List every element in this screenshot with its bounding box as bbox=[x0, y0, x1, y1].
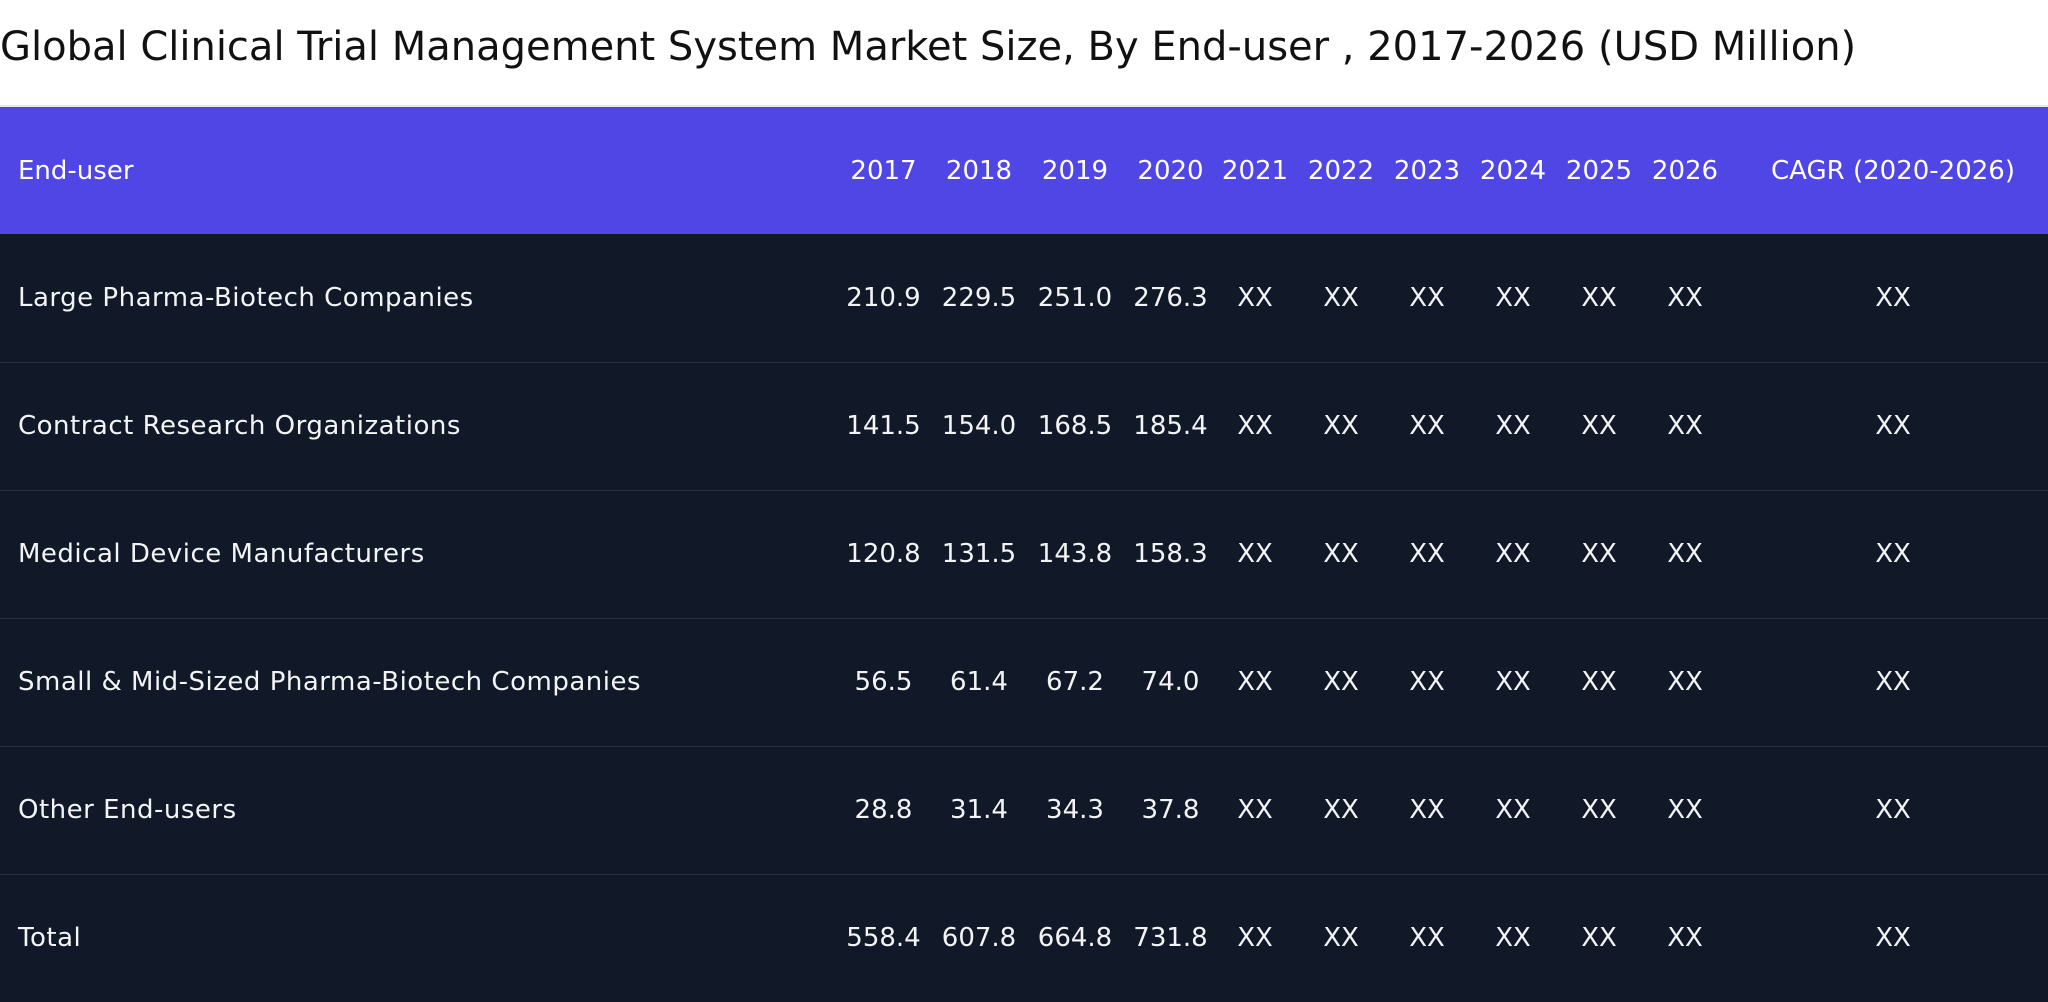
table-cell: XX bbox=[1875, 923, 1911, 954]
table-cell: XX bbox=[1667, 282, 1703, 313]
table-cell: XX bbox=[1237, 923, 1273, 954]
column-header: 2020 bbox=[1137, 155, 1204, 186]
table-cell: XX bbox=[1581, 667, 1617, 697]
table-cell: 276.3 bbox=[1133, 282, 1208, 313]
table-cell: 56.5 bbox=[854, 667, 913, 697]
table-cell: XX bbox=[1237, 539, 1273, 569]
column-header: 2022 bbox=[1307, 155, 1375, 186]
table-cell: XX bbox=[1237, 667, 1273, 697]
table-cell: 558.4 bbox=[846, 923, 921, 954]
table-row: Large Pharma-Biotech Companies 210.9 229.5… bbox=[0, 234, 2048, 362]
column-header: 2025 bbox=[1565, 155, 1633, 186]
table-cell: XX bbox=[1495, 923, 1531, 954]
row-label: Other End-users bbox=[18, 795, 237, 825]
table-cell: 74.0 bbox=[1141, 667, 1200, 697]
table-cell: XX bbox=[1581, 411, 1617, 441]
table-cell: XX bbox=[1495, 411, 1531, 441]
table-cell: XX bbox=[1409, 923, 1445, 954]
table-cell: XX bbox=[1667, 667, 1703, 697]
table-row: Medical Device Manufacturers 120.8 131.5 14… bbox=[0, 490, 2048, 618]
table-cell: XX bbox=[1237, 411, 1273, 441]
table-cell: XX bbox=[1237, 282, 1273, 313]
table-cell: XX bbox=[1581, 923, 1617, 954]
table-cell: 251.0 bbox=[1037, 282, 1113, 313]
table-cell: 154.0 bbox=[941, 411, 1017, 441]
row-label: Total bbox=[18, 923, 82, 954]
table-cell: 28.8 bbox=[854, 795, 913, 825]
page-title: Global Clinical Trial Management System … bbox=[0, 0, 2048, 107]
table-cell: XX bbox=[1495, 282, 1531, 313]
table-cell: XX bbox=[1667, 539, 1703, 569]
table-cell: 61.4 bbox=[950, 667, 1008, 697]
column-header: 2018 bbox=[945, 155, 1013, 186]
column-header: 2024 bbox=[1479, 155, 1547, 186]
table-cell: XX bbox=[1495, 539, 1531, 569]
table-cell: 168.5 bbox=[1037, 411, 1113, 441]
table-header-row: End-user 2017 2018 2019 2020 2021 2022 2023 2024… bbox=[0, 107, 2048, 234]
table-cell: XX bbox=[1581, 795, 1617, 825]
row-label: Small & Mid-Sized Pharma-Biotech Compani… bbox=[18, 667, 641, 697]
table-cell: 229.5 bbox=[941, 282, 1017, 313]
table-cell: XX bbox=[1409, 282, 1445, 313]
row-label: Medical Device Manufacturers bbox=[18, 539, 425, 569]
table-cell: XX bbox=[1667, 795, 1703, 825]
table-cell: XX bbox=[1409, 795, 1445, 825]
table-row: Other End-users 28.8 31.4 34.3 37.8 XX XX XX XX X… bbox=[0, 746, 2048, 874]
table-cell: XX bbox=[1875, 795, 1911, 825]
table-cell: XX bbox=[1875, 411, 1911, 441]
table-cell: 131.5 bbox=[941, 539, 1017, 569]
table-cell: 31.4 bbox=[950, 795, 1008, 825]
table-cell: XX bbox=[1237, 795, 1273, 825]
column-header: 2026 bbox=[1651, 155, 1719, 186]
column-header: 2019 bbox=[1041, 155, 1109, 186]
table-cell: XX bbox=[1409, 667, 1445, 697]
table-cell: 37.8 bbox=[1141, 795, 1200, 825]
table-cell: XX bbox=[1667, 411, 1703, 441]
table-cell: 143.8 bbox=[1037, 539, 1113, 569]
table-cell: XX bbox=[1495, 795, 1531, 825]
table-cell: XX bbox=[1323, 282, 1359, 313]
table-cell: XX bbox=[1323, 667, 1359, 697]
table-cell: XX bbox=[1581, 282, 1617, 313]
table-cell: 731.8 bbox=[1133, 923, 1208, 954]
table-cell: 34.3 bbox=[1046, 795, 1104, 825]
table-cell: XX bbox=[1875, 539, 1911, 569]
column-header-end-user: End-user bbox=[18, 155, 134, 186]
table-body: Large Pharma-Biotech Companies 210.9 229.5… bbox=[0, 234, 2048, 1002]
row-label: Contract Research Organizations bbox=[18, 411, 461, 441]
table-cell: XX bbox=[1875, 667, 1911, 697]
table-cell: 120.8 bbox=[846, 539, 921, 569]
column-header: CAGR (2020-2026) bbox=[1771, 155, 2015, 186]
column-header: 2021 bbox=[1221, 155, 1289, 186]
column-header: 2023 bbox=[1393, 155, 1461, 186]
table-row: Total 558.4 607.8 664.8 731.8 XX XX XX XX XX XX XX bbox=[0, 874, 2048, 1002]
table-cell: 210.9 bbox=[846, 282, 921, 313]
table-cell: XX bbox=[1323, 539, 1359, 569]
table-cell: XX bbox=[1875, 282, 1911, 313]
table-cell: XX bbox=[1323, 411, 1359, 441]
row-label: Large Pharma-Biotech Companies bbox=[18, 282, 474, 313]
table-row: Small & Mid-Sized Pharma-Biotech Compani… bbox=[0, 618, 2048, 746]
column-header: 2017 bbox=[850, 155, 917, 186]
table-row: Contract Research Organizations 141.5 154.… bbox=[0, 362, 2048, 490]
market-size-table: End-user 2017 2018 2019 2020 2021 2022 2023 2024… bbox=[0, 107, 2048, 1002]
table-cell: XX bbox=[1323, 795, 1359, 825]
table-cell: 67.2 bbox=[1046, 667, 1104, 697]
table-cell: XX bbox=[1409, 411, 1445, 441]
table-cell: 141.5 bbox=[846, 411, 921, 441]
table-cell: XX bbox=[1495, 667, 1531, 697]
table-cell: XX bbox=[1581, 539, 1617, 569]
table-cell: 158.3 bbox=[1133, 539, 1208, 569]
table-cell: 185.4 bbox=[1133, 411, 1208, 441]
table-cell: XX bbox=[1667, 923, 1703, 954]
table-cell: 664.8 bbox=[1037, 923, 1113, 954]
table-cell: XX bbox=[1409, 539, 1445, 569]
table-cell: 607.8 bbox=[941, 923, 1017, 954]
table-cell: XX bbox=[1323, 923, 1359, 954]
